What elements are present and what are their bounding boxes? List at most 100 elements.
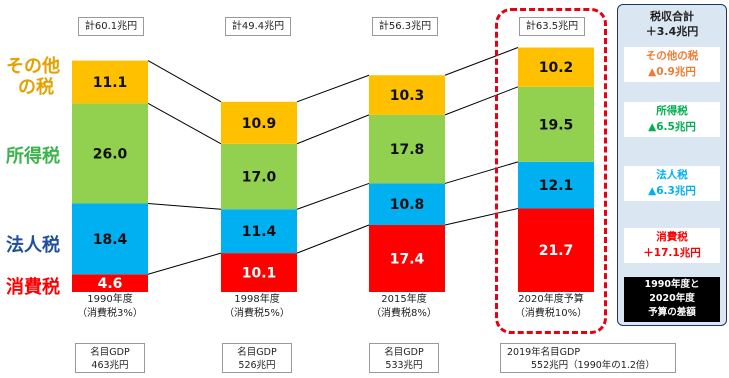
- value-label-income-0: 26.0: [93, 146, 128, 162]
- category-rate-2015: （消費税8%）: [371, 308, 437, 319]
- category-label-1998: 1998年度 （消費税5%）: [197, 293, 317, 321]
- bar-corporate-3: [518, 161, 594, 209]
- value-label-consumption-2: 17.4: [390, 252, 425, 268]
- panel-note-line3: 予算の差額: [648, 307, 696, 318]
- value-label-other-1: 10.9: [242, 116, 277, 132]
- bar-segments: [72, 47, 594, 292]
- value-label-income-2: 17.8: [390, 142, 425, 158]
- gdp-2015-line2: 533兆円: [385, 360, 423, 371]
- bar-consumption-1: [221, 253, 297, 292]
- panel-total-value: ＋3.4兆円: [645, 25, 699, 38]
- value-label-other-0: 11.1: [93, 75, 128, 91]
- category-year-1998: 1998年度: [234, 294, 280, 305]
- panel-note-line2: 2020年度: [649, 293, 695, 304]
- connector-line-0-3: [147, 60, 222, 103]
- gdp-1998-line2: 526兆円: [238, 360, 276, 371]
- category-year-2015: 2015年度: [381, 294, 427, 305]
- bar-corporate-2: [369, 183, 445, 226]
- value-labels: 4.6 18.4 26.0 11.1 10.1 11.4 17.0 10.9 17.4 10.8 1…: [93, 60, 574, 292]
- bar-income-3: [518, 86, 594, 162]
- panel-total: 税収合計 ＋3.4兆円: [624, 9, 720, 41]
- value-label-income-3: 19.5: [539, 117, 574, 133]
- total-label-2020: 計63.5兆円: [519, 17, 585, 36]
- total-label-1990: 計60.1兆円: [78, 17, 144, 36]
- connector-line-2-1: [444, 161, 519, 184]
- panel-income-value: ▲6.5兆円: [648, 121, 696, 133]
- connector-line-1-3: [296, 74, 370, 103]
- connector-line-2-0: [444, 207, 519, 226]
- gdp-box-1998: 名目GDP 526兆円: [222, 343, 292, 373]
- connector-lines: [147, 47, 519, 275]
- panel-other-value: ▲0.9兆円: [648, 66, 696, 78]
- bar-consumption-2: [369, 225, 445, 292]
- value-label-corporate-3: 12.1: [539, 178, 574, 194]
- value-label-consumption-3: 21.7: [539, 243, 574, 259]
- value-label-other-3: 10.2: [539, 60, 574, 76]
- panel-income-name: 所得税: [656, 105, 688, 117]
- value-label-corporate-1: 11.4: [242, 224, 277, 240]
- connector-line-0-0: [147, 252, 222, 275]
- category-label-1990: 1990年度 （消費税3%）: [50, 293, 170, 321]
- bar-consumption-3: [518, 208, 594, 292]
- highlight-frame-2020: [495, 8, 607, 334]
- gdp-2015-line1: 名目GDP: [384, 347, 424, 358]
- panel-note-line1: 1990年度と: [644, 279, 700, 290]
- gdp-1990-line1: 名目GDP: [90, 347, 130, 358]
- panel-note: 1990年度と 2020年度 予算の差額: [624, 277, 720, 322]
- bar-consumption-0: [72, 274, 148, 292]
- category-rate-2020: （消費税10%）: [514, 308, 588, 319]
- panel-other-name: その他の税: [645, 50, 699, 62]
- panel-corporate-name: 法人税: [656, 169, 688, 181]
- panel-consumption-name: 消費税: [656, 231, 688, 243]
- total-label-2015: 計56.3兆円: [372, 17, 438, 36]
- value-label-consumption-1: 10.1: [242, 266, 277, 282]
- connector-line-1-1: [296, 182, 370, 210]
- left-label-other-line1: その他: [6, 56, 60, 77]
- bar-income-2: [369, 114, 445, 184]
- gdp-box-2019: 2019年名目GDP 552兆円（1990年の1.2倍）: [500, 343, 676, 373]
- left-label-corporate: 法人税: [6, 235, 60, 256]
- category-rate-1990: （消費税3%）: [77, 308, 143, 319]
- category-year-1990: 1990年度: [87, 294, 133, 305]
- gdp-1990-line2: 463兆円: [91, 360, 129, 371]
- gdp-box-1990: 名目GDP 463兆円: [75, 343, 145, 373]
- bar-corporate-0: [72, 203, 148, 275]
- value-label-corporate-2: 10.8: [390, 197, 425, 213]
- panel-income: 所得税 ▲6.5兆円: [624, 102, 720, 137]
- bar-corporate-1: [221, 209, 297, 254]
- bar-income-0: [72, 103, 148, 204]
- gdp-2019-line1: 2019年名目GDP: [507, 347, 581, 358]
- panel-other: その他の税 ▲0.9兆円: [624, 47, 720, 82]
- value-label-income-1: 17.0: [242, 170, 277, 186]
- gdp-box-2015: 名目GDP 533兆円: [369, 343, 439, 373]
- category-rate-1998: （消費税5%）: [224, 308, 290, 319]
- category-year-2020: 2020年度予算: [518, 294, 584, 305]
- panel-corporate: 法人税 ▲6.3兆円: [624, 166, 720, 201]
- left-label-consumption: 消費税: [6, 277, 60, 298]
- left-label-income: 所得税: [6, 146, 60, 167]
- value-label-other-2: 10.3: [390, 88, 425, 104]
- bar-income-1: [221, 143, 297, 210]
- bar-other-2: [369, 75, 445, 115]
- panel-title: 税収合計: [650, 10, 694, 23]
- bar-other-1: [221, 101, 297, 144]
- connector-line-1-2: [296, 114, 370, 145]
- category-label-2015: 2015年度 （消費税8%）: [344, 293, 464, 321]
- connector-line-2-2: [444, 86, 519, 116]
- bar-other-0: [72, 60, 148, 104]
- bar-other-3: [518, 47, 594, 87]
- connector-line-1-0: [296, 224, 370, 254]
- connector-line-0-1: [147, 202, 222, 210]
- value-label-corporate-0: 18.4: [93, 232, 128, 248]
- panel-consumption-value: ＋17.1兆円: [643, 247, 701, 259]
- value-label-consumption-0: 4.6: [98, 276, 123, 292]
- total-label-1998: 計49.4兆円: [225, 17, 291, 36]
- gdp-1998-line1: 名目GDP: [237, 347, 277, 358]
- gdp-2019-line2: 552兆円（1990年の1.2倍）: [531, 360, 655, 371]
- left-label-other: その他 の税: [6, 56, 60, 98]
- category-label-2020: 2020年度予算 （消費税10%）: [491, 293, 611, 321]
- connector-line-0-2: [147, 102, 222, 145]
- connector-line-2-3: [444, 47, 519, 76]
- panel-corporate-value: ▲6.3兆円: [648, 185, 696, 197]
